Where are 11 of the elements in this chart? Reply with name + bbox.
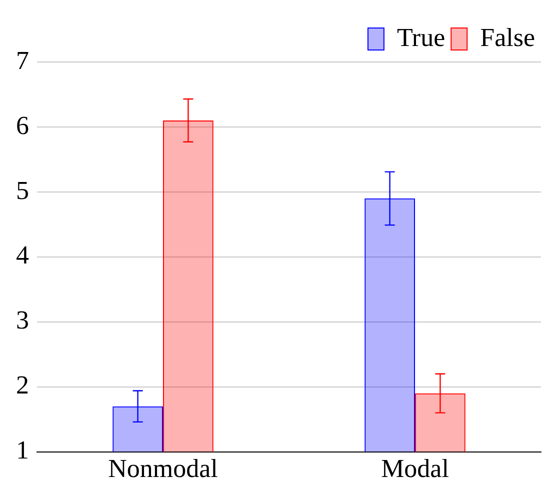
y-tick-label: 7 [16, 46, 29, 75]
x-tick-label: Nonmodal [108, 454, 218, 484]
legend-label: True [396, 22, 446, 52]
y-tick-label: 3 [16, 306, 29, 335]
y-tick-label: 5 [16, 176, 29, 205]
y-tick-label: 4 [16, 240, 29, 270]
x-tick-label: Modal [381, 454, 449, 484]
legend-label: False [480, 22, 536, 52]
y-tick-label: 1 [16, 436, 29, 465]
y-tick-label: 6 [16, 110, 29, 140]
y-tick-label: 2 [16, 370, 29, 400]
